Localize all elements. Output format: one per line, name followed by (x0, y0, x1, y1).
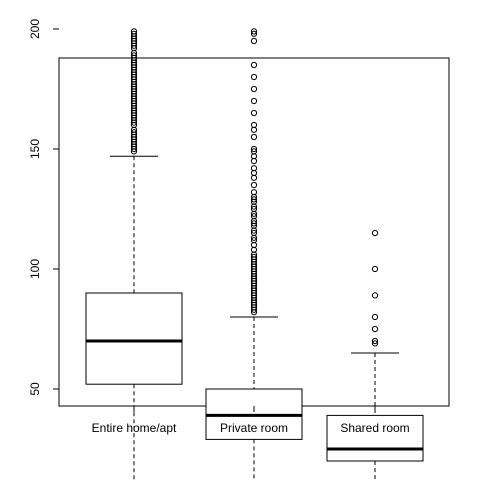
outlier-point (250, 220, 258, 227)
outlier-point (250, 196, 258, 203)
x-tick-label: Entire home/apt (92, 421, 177, 435)
outlier-point (250, 165, 258, 172)
iqr-box (326, 414, 424, 462)
outlier-point (250, 85, 258, 93)
outlier-point (250, 109, 258, 117)
outlier-point (250, 148, 258, 155)
outlier-point (371, 229, 379, 237)
outlier-point (371, 292, 379, 299)
outlier-point (130, 52, 138, 59)
outlier-point (250, 121, 258, 129)
outlier-point (250, 213, 258, 220)
outlier-point (250, 133, 258, 141)
outlier-point (250, 73, 258, 81)
outlier-point (371, 325, 379, 333)
outlier-point (250, 97, 258, 105)
y-tick-label: 150 (28, 139, 42, 159)
y-tick-label: 200 (28, 19, 42, 39)
outlier-point (250, 28, 258, 35)
y-tick-label: 50 (28, 382, 42, 396)
outlier-point (250, 205, 258, 213)
outlier-point (371, 337, 379, 345)
outlier-point (250, 253, 258, 261)
outlier-point (130, 28, 138, 35)
outlier-point (250, 229, 258, 237)
outlier-point (250, 145, 258, 153)
outlier-point (250, 237, 258, 244)
outlier-point (250, 61, 258, 69)
outlier-point (250, 30, 258, 37)
plot-area: 50 100 150 200 Entire home/apt Private room Sh… (28, 19, 450, 480)
outlier-point (371, 265, 379, 273)
iqr-box (85, 292, 183, 385)
outlier-point (130, 129, 138, 136)
x-tick-label: Private room (220, 421, 288, 435)
x-tick-label: Shared room (340, 421, 409, 435)
outlier-point (250, 37, 258, 45)
outlier-point (250, 189, 258, 196)
outlier-point (371, 313, 379, 321)
outlier-point (130, 30, 138, 37)
outlier-point (371, 340, 379, 347)
outlier-point (250, 181, 258, 189)
y-tick-label: 100 (28, 259, 42, 279)
